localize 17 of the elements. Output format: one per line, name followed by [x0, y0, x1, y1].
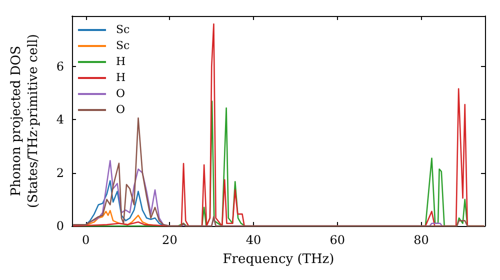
legend-label: Sc	[116, 38, 130, 54]
x-tick-label: 0	[82, 233, 90, 247]
x-axis-title: Frequency (THz)	[222, 252, 334, 267]
x-tick-label: 20	[162, 233, 178, 247]
y-tick-label: 2	[56, 166, 64, 180]
x-tick-label: 40	[246, 233, 262, 247]
x-tick-label: 60	[330, 233, 346, 247]
y-tick-label: 0	[56, 219, 64, 233]
legend-label: Sc	[116, 22, 130, 38]
legend-label: O	[116, 102, 126, 118]
y-axis-title: Phonon projected DOS (States/THz·primitive cell)	[9, 34, 41, 208]
x-tick-label: 80	[414, 233, 429, 247]
legend-label: H	[116, 70, 126, 86]
y-tick-label: 6	[56, 60, 64, 74]
legend-label: H	[116, 54, 126, 70]
y-tick-label: 4	[56, 112, 64, 127]
legend-label: O	[116, 86, 126, 102]
